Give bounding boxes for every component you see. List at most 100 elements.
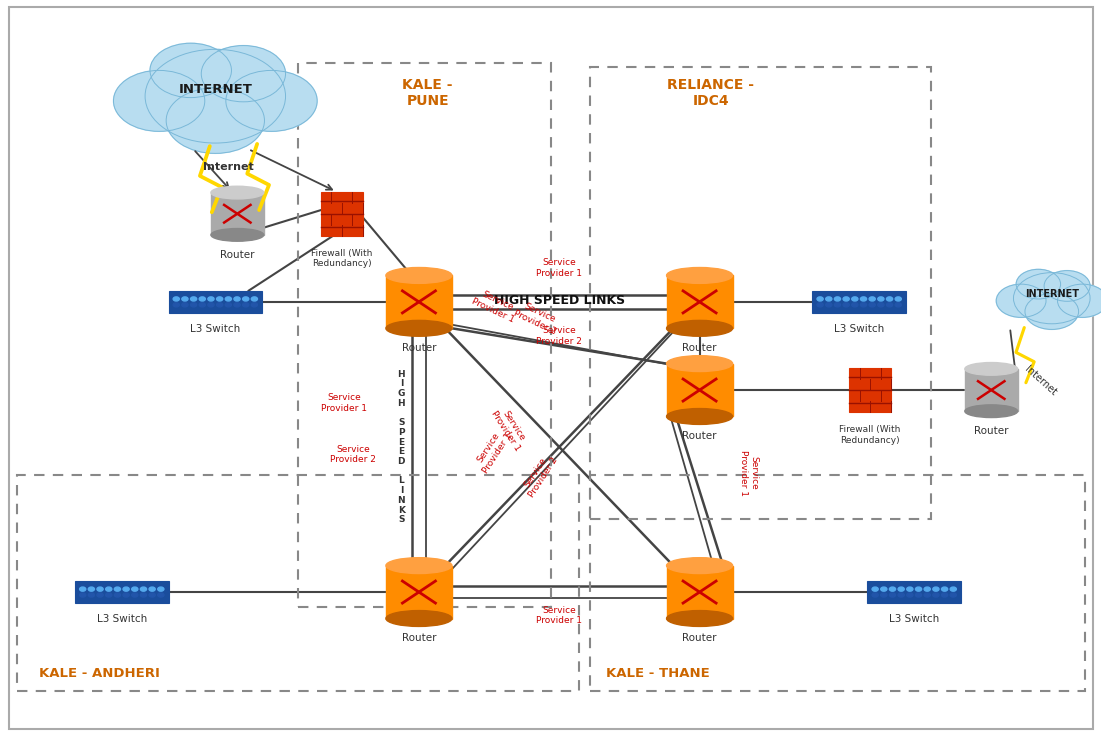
Circle shape — [234, 302, 240, 307]
Text: L3 Switch: L3 Switch — [191, 324, 240, 334]
Circle shape — [97, 587, 104, 591]
Circle shape — [834, 302, 841, 307]
Bar — [667, 275, 733, 328]
Text: Firewall (With
Redundancy): Firewall (With Redundancy) — [840, 425, 900, 445]
Bar — [667, 565, 733, 618]
Circle shape — [817, 302, 823, 307]
Circle shape — [898, 587, 905, 591]
Circle shape — [950, 593, 957, 597]
Text: INTERNET: INTERNET — [179, 82, 252, 96]
Circle shape — [182, 297, 188, 301]
Circle shape — [950, 587, 957, 591]
Circle shape — [889, 593, 896, 597]
Circle shape — [251, 302, 258, 307]
Ellipse shape — [386, 611, 452, 626]
Bar — [812, 291, 906, 313]
Bar — [386, 565, 452, 618]
Circle shape — [242, 302, 249, 307]
Circle shape — [825, 302, 832, 307]
Circle shape — [834, 297, 841, 301]
Circle shape — [88, 587, 95, 591]
Circle shape — [251, 297, 258, 301]
Circle shape — [150, 43, 231, 98]
Bar — [321, 191, 363, 236]
Circle shape — [1058, 284, 1102, 317]
Circle shape — [916, 593, 921, 597]
Circle shape — [97, 593, 104, 597]
Ellipse shape — [667, 355, 733, 372]
Circle shape — [158, 587, 164, 591]
Circle shape — [916, 587, 921, 591]
Circle shape — [996, 284, 1046, 317]
Text: H
I
G
H
 
S
P
E
E
D
 
L
I
N
K
S: H I G H S P E E D L I N K S — [398, 369, 406, 524]
Circle shape — [217, 297, 223, 301]
Circle shape — [1044, 271, 1090, 301]
Circle shape — [1025, 294, 1079, 330]
Circle shape — [941, 593, 948, 597]
Circle shape — [869, 297, 875, 301]
Ellipse shape — [386, 320, 452, 336]
Text: HIGH SPEED LINKS: HIGH SPEED LINKS — [494, 294, 625, 307]
Ellipse shape — [386, 558, 452, 573]
Circle shape — [932, 593, 939, 597]
Text: Firewall (With
Redundancy): Firewall (With Redundancy) — [311, 249, 372, 269]
Text: Router: Router — [682, 633, 716, 643]
Text: Service
Provider 1: Service Provider 1 — [739, 450, 759, 495]
Circle shape — [852, 302, 858, 307]
Circle shape — [869, 302, 875, 307]
Text: Service
Provider 1: Service Provider 1 — [471, 287, 520, 324]
Circle shape — [878, 297, 884, 301]
Circle shape — [132, 593, 138, 597]
Circle shape — [895, 302, 901, 307]
Circle shape — [925, 593, 930, 597]
Ellipse shape — [965, 363, 1017, 375]
Ellipse shape — [667, 558, 733, 573]
Text: Router: Router — [401, 633, 436, 643]
Circle shape — [825, 297, 832, 301]
Bar — [169, 291, 262, 313]
Circle shape — [173, 297, 180, 301]
Circle shape — [202, 46, 285, 102]
Circle shape — [941, 587, 948, 591]
Text: Service
Provider 1: Service Provider 1 — [321, 393, 367, 413]
Circle shape — [852, 297, 858, 301]
Circle shape — [880, 587, 887, 591]
Circle shape — [158, 593, 164, 597]
Circle shape — [895, 297, 901, 301]
Circle shape — [932, 587, 939, 591]
Circle shape — [191, 302, 196, 307]
Text: Service
Provider 2: Service Provider 2 — [329, 445, 376, 464]
Ellipse shape — [667, 320, 733, 336]
Bar — [850, 368, 892, 412]
Bar — [667, 364, 733, 417]
Circle shape — [1016, 269, 1060, 299]
Circle shape — [88, 593, 95, 597]
Ellipse shape — [667, 611, 733, 626]
Circle shape — [843, 297, 850, 301]
Circle shape — [886, 297, 893, 301]
Circle shape — [217, 302, 223, 307]
Circle shape — [115, 593, 120, 597]
Circle shape — [880, 593, 887, 597]
Circle shape — [225, 297, 231, 301]
Circle shape — [208, 297, 214, 301]
Text: Internet: Internet — [203, 163, 253, 172]
Text: Service
Provider 2: Service Provider 2 — [537, 326, 582, 345]
Circle shape — [817, 297, 823, 301]
Bar — [210, 193, 263, 235]
Circle shape — [242, 297, 249, 301]
Text: INTERNET: INTERNET — [1025, 289, 1079, 300]
Circle shape — [199, 302, 205, 307]
Text: Router: Router — [401, 343, 436, 353]
Text: Internet: Internet — [1023, 364, 1059, 398]
Text: Router: Router — [682, 431, 716, 441]
Circle shape — [123, 593, 129, 597]
Text: Service
Provider 1: Service Provider 1 — [473, 426, 514, 475]
Text: Service
Provider 2: Service Provider 2 — [512, 300, 562, 336]
Circle shape — [191, 297, 196, 301]
Circle shape — [145, 49, 285, 143]
Circle shape — [226, 71, 317, 131]
Text: Router: Router — [682, 343, 716, 353]
Bar — [386, 275, 452, 328]
Bar — [75, 581, 169, 603]
